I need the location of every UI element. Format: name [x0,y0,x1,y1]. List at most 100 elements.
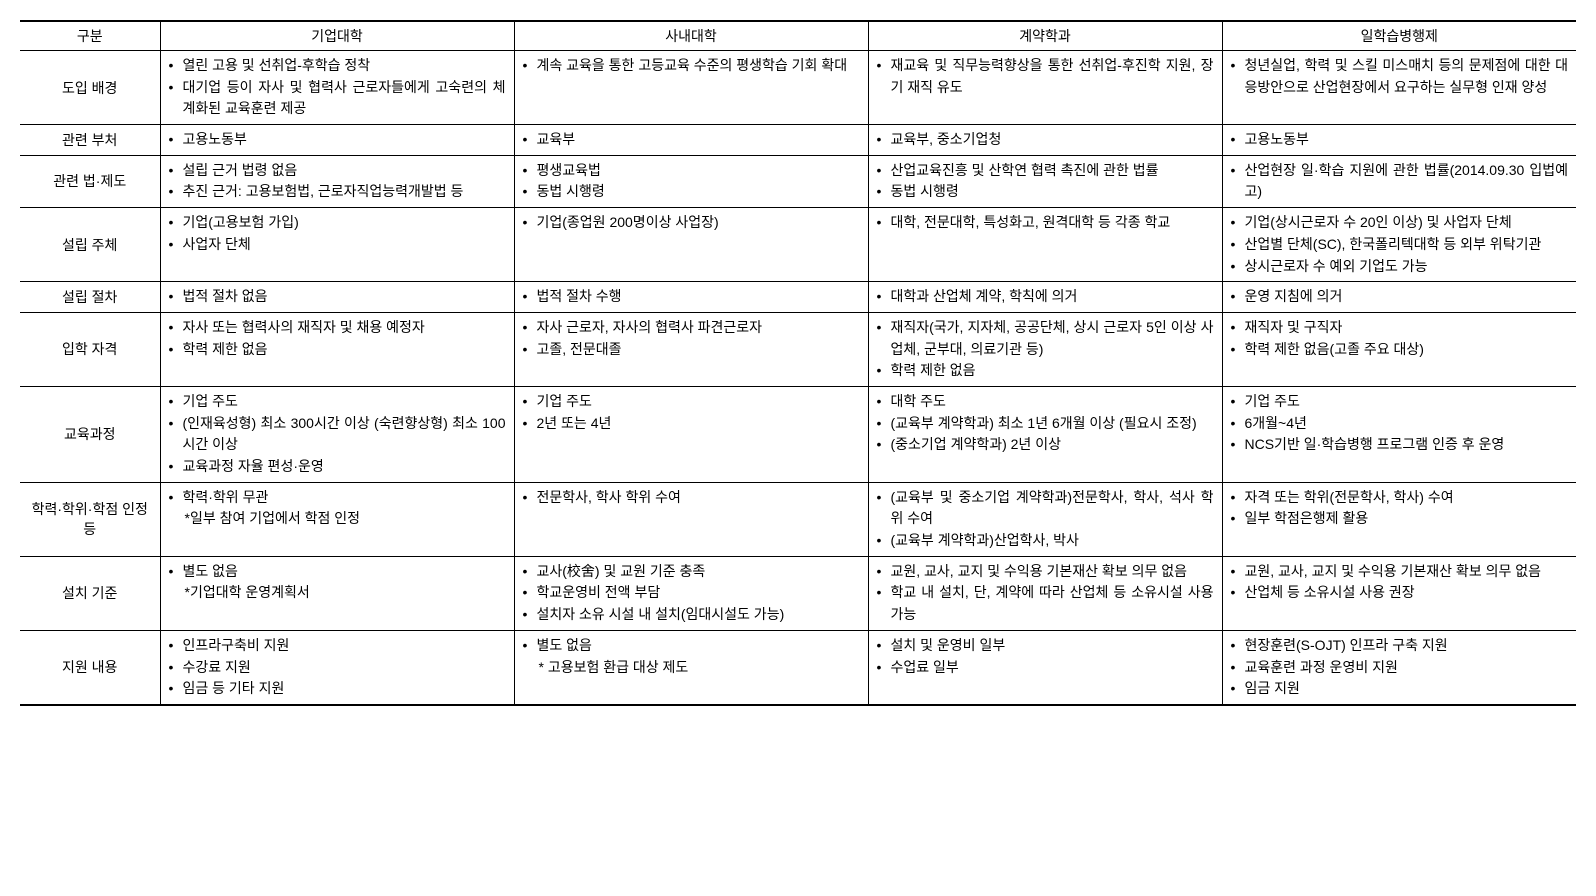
note-line: *기업대학 운영계획서 [185,582,506,604]
bullet-item: 운영 지침에 의거 [1245,286,1569,308]
bullet-item: 수업료 일부 [891,657,1214,679]
table-cell: 인프라구축비 지원수강료 지원임금 등 기타 지원 [160,630,514,705]
bullet-item: 산업체 등 소유시설 사용 권장 [1245,582,1569,604]
col-header: 일학습병행제 [1222,21,1576,51]
table-row: 도입 배경 열린 고용 및 선취업-후학습 정착대기업 등이 자사 및 협력사 근… [20,51,1576,125]
table-row: 학력·학위·학점 인정 등학력·학위 무관*일부 참여 기업에서 학점 인정전문… [20,482,1576,556]
row-label: 교육과정 [20,386,160,482]
bullet-item: 기업 주도 [1245,391,1569,413]
table-cell: 대학과 산업체 계약, 학칙에 의거 [868,282,1222,313]
bullet-item: 교육훈련 과정 운영비 지원 [1245,657,1569,679]
table-cell: 기업(종업원 200명이상 사업장) [514,208,868,282]
bullet-item: 기업 주도 [183,391,506,413]
row-label: 설치 기준 [20,556,160,630]
table-cell: 교육부, 중소기업청 [868,125,1222,156]
table-cell: 대학 주도(교육부 계약학과) 최소 1년 6개월 이상 (필요시 조정)(중소… [868,386,1222,482]
bullet-item: (인재육성형) 최소 300시간 이상 (숙련향상형) 최소 100시간 이상 [183,413,506,456]
row-label: 학력·학위·학점 인정 등 [20,482,160,556]
table-cell: 산업현장 일·학습 지원에 관한 법률(2014.09.30 입법예고) [1222,155,1576,207]
bullet-item: 계속 교육을 통한 고등교육 수준의 평생학습 기회 확대 [537,55,860,77]
bullet-item: 법적 절차 없음 [183,286,506,308]
bullet-item: 고용노동부 [183,129,506,151]
table-row: 입학 자격자사 또는 협력사의 재직자 및 채용 예정자학력 제한 없음자사 근… [20,312,1576,386]
table-cell: (교육부 및 중소기업 계약학과)전문학사, 학사, 석사 학위 수여(교육부 … [868,482,1222,556]
bullet-item: 고용노동부 [1245,129,1569,151]
note-line: * 고용보험 환급 대상 제도 [539,657,860,679]
table-cell: 고용노동부 [1222,125,1576,156]
bullet-item: 동법 시행령 [891,181,1214,203]
table-row: 관련 부처 고용노동부 교육부 교육부, 중소기업청 고용노동부 [20,125,1576,156]
table-cell: 평생교육법동법 시행령 [514,155,868,207]
bullet-item: 설립 근거 법령 없음 [183,160,506,182]
bullet-item: 교육부, 중소기업청 [891,129,1214,151]
row-label: 관련 법·제도 [20,155,160,207]
table-cell: 계속 교육을 통한 고등교육 수준의 평생학습 기회 확대 [514,51,868,125]
note-line: *일부 참여 기업에서 학점 인정 [185,508,506,530]
table-cell: 청년실업, 학력 및 스킬 미스매치 등의 문제점에 대한 대응방안으로 산업현… [1222,51,1576,125]
bullet-item: 상시근로자 수 예외 기업도 가능 [1245,256,1569,278]
bullet-item: 현장훈련(S-OJT) 인프라 구축 지원 [1245,635,1569,657]
bullet-item: 법적 절차 수행 [537,286,860,308]
row-label: 관련 부처 [20,125,160,156]
table-cell: 자사 또는 협력사의 재직자 및 채용 예정자학력 제한 없음 [160,312,514,386]
bullet-item: 재직자 및 구직자 [1245,317,1569,339]
row-label: 입학 자격 [20,312,160,386]
bullet-item: 별도 없음*기업대학 운영계획서 [183,561,506,604]
bullet-item: 교육과정 자율 편성·운영 [183,456,506,478]
bullet-item: 학교운영비 전액 부담 [537,582,860,604]
bullet-item: 수강료 지원 [183,657,506,679]
bullet-item: 기업(상시근로자 수 20인 이상) 및 사업자 단체 [1245,212,1569,234]
table-cell: 별도 없음*기업대학 운영계획서 [160,556,514,630]
bullet-item: (교육부 및 중소기업 계약학과)전문학사, 학사, 석사 학위 수여 [891,487,1214,530]
comparison-table: 구분 기업대학 사내대학 계약학과 일학습병행제 도입 배경 열린 고용 및 선취… [20,20,1576,706]
table-cell: 교사(校舍) 및 교원 기준 충족학교운영비 전액 부담설치자 소유 시설 내 … [514,556,868,630]
bullet-item: 사업자 단체 [183,234,506,256]
bullet-item: 학력 제한 없음 [891,360,1214,382]
bullet-item: 추진 근거: 고용보험법, 근로자직업능력개발법 등 [183,181,506,203]
table-cell: 기업 주도2년 또는 4년 [514,386,868,482]
table-cell: 대학, 전문대학, 특성화고, 원격대학 등 각종 학교 [868,208,1222,282]
bullet-item: 대학과 산업체 계약, 학칙에 의거 [891,286,1214,308]
bullet-item: 교원, 교사, 교지 및 수익용 기본재산 확보 의무 없음 [891,561,1214,583]
bullet-item: 전문학사, 학사 학위 수여 [537,487,860,509]
bullet-item: 자격 또는 학위(전문학사, 학사) 수여 [1245,487,1569,509]
bullet-item: (중소기업 계약학과) 2년 이상 [891,434,1214,456]
table-cell: 기업 주도(인재육성형) 최소 300시간 이상 (숙련향상형) 최소 100시… [160,386,514,482]
bullet-item: 산업현장 일·학습 지원에 관한 법률(2014.09.30 입법예고) [1245,160,1569,203]
bullet-item: 청년실업, 학력 및 스킬 미스매치 등의 문제점에 대한 대응방안으로 산업현… [1245,55,1569,98]
col-header: 계약학과 [868,21,1222,51]
row-label: 설립 절차 [20,282,160,313]
bullet-item: 임금 지원 [1245,678,1569,700]
table-cell: 재교육 및 직무능력향상을 통한 선취업-후진학 지원, 장기 재직 유도 [868,51,1222,125]
bullet-item: 열린 고용 및 선취업-후학습 정착 [183,55,506,77]
bullet-item: 임금 등 기타 지원 [183,678,506,700]
bullet-item: 학력 제한 없음 [183,339,506,361]
bullet-item: 인프라구축비 지원 [183,635,506,657]
table-cell: 재직자(국가, 지자체, 공공단체, 상시 근로자 5인 이상 사업체, 군부대… [868,312,1222,386]
bullet-item: 학교 내 설치, 단, 계약에 따라 산업체 등 소유시설 사용 가능 [891,582,1214,625]
table-row: 설치 기준별도 없음*기업대학 운영계획서교사(校舍) 및 교원 기준 충족학교… [20,556,1576,630]
bullet-item: 대기업 등이 자사 및 협력사 근로자들에게 고숙련의 체계화된 교육훈련 제공 [183,77,506,120]
bullet-item: 기업(고용보험 가입) [183,212,506,234]
table-header-row: 구분 기업대학 사내대학 계약학과 일학습병행제 [20,21,1576,51]
bullet-item: 교육부 [537,129,860,151]
table-cell: 자사 근로자, 자사의 협력사 파견근로자고졸, 전문대졸 [514,312,868,386]
bullet-item: 교사(校舍) 및 교원 기준 충족 [537,561,860,583]
row-label: 도입 배경 [20,51,160,125]
bullet-item: 학력 제한 없음(고졸 주요 대상) [1245,339,1569,361]
bullet-item: 기업(종업원 200명이상 사업장) [537,212,860,234]
bullet-item: 일부 학점은행제 활용 [1245,508,1569,530]
bullet-item: (교육부 계약학과)산업학사, 박사 [891,530,1214,552]
table-cell: 별도 없음* 고용보험 환급 대상 제도 [514,630,868,705]
col-header: 구분 [20,21,160,51]
table-cell: 기업 주도6개월~4년NCS기반 일·학습병행 프로그램 인증 후 운영 [1222,386,1576,482]
table-cell: 법적 절차 없음 [160,282,514,313]
table-cell: 교원, 교사, 교지 및 수익용 기본재산 확보 의무 없음학교 내 설치, 단… [868,556,1222,630]
bullet-item: 별도 없음* 고용보험 환급 대상 제도 [537,635,860,678]
row-label: 설립 주체 [20,208,160,282]
bullet-item: 자사 또는 협력사의 재직자 및 채용 예정자 [183,317,506,339]
table-row: 관련 법·제도 설립 근거 법령 없음추진 근거: 고용보험법, 근로자직업능력개… [20,155,1576,207]
bullet-item: 재교육 및 직무능력향상을 통한 선취업-후진학 지원, 장기 재직 유도 [891,55,1214,98]
table-cell: 교육부 [514,125,868,156]
table-row: 지원 내용인프라구축비 지원수강료 지원임금 등 기타 지원별도 없음* 고용보… [20,630,1576,705]
